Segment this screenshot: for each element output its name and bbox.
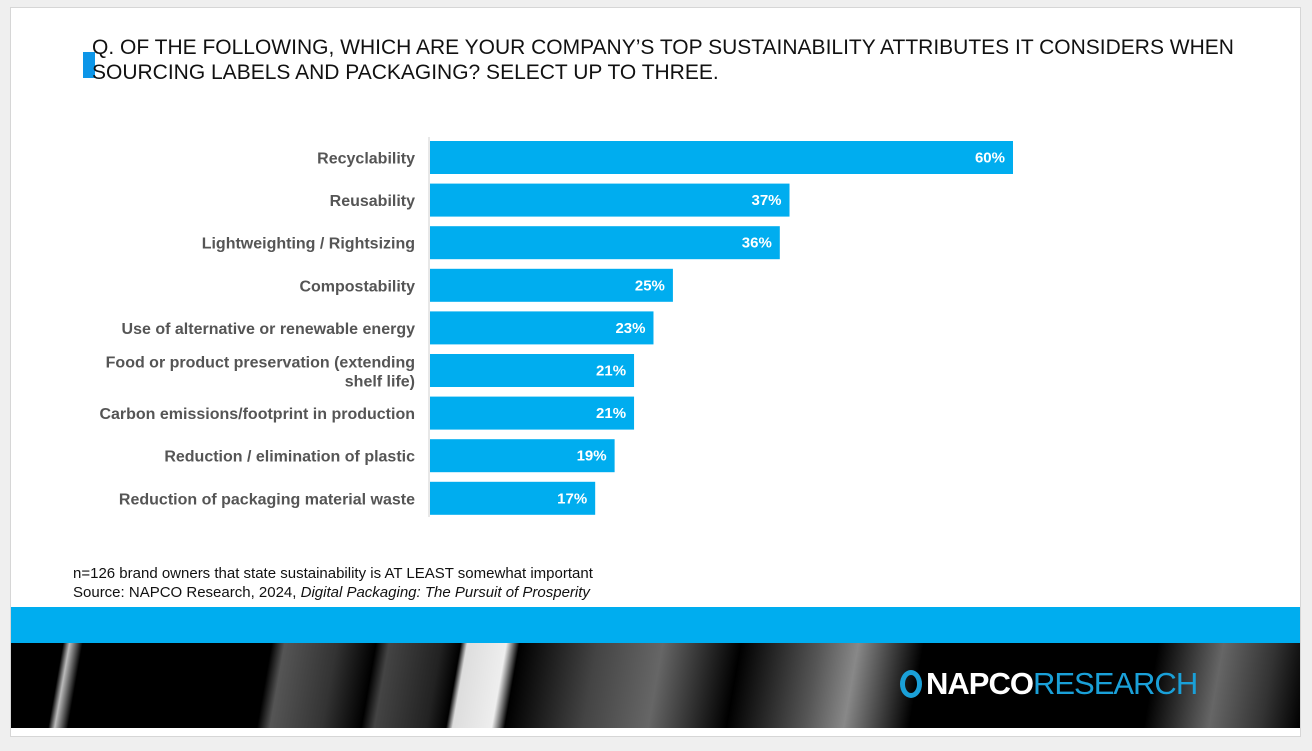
data-label: 19% xyxy=(577,448,607,465)
category-label: Compostability xyxy=(299,278,415,295)
source-title: Digital Packaging: The Pursuit of Prospe… xyxy=(300,584,590,601)
category-label: Lightweighting / Rightsizing xyxy=(202,236,415,253)
bar xyxy=(430,183,790,217)
category-label: Reduction of packaging material waste xyxy=(119,491,415,508)
logo-napco: NAPCO xyxy=(926,666,1034,701)
data-label: 60% xyxy=(975,150,1005,167)
bar xyxy=(430,311,654,345)
category-label: Use of alternative or renewable energy xyxy=(122,321,416,338)
data-label: 37% xyxy=(751,192,781,209)
bar-chart: 60% Recyclability 37% Reusability 36% Lightwe… xyxy=(99,137,1013,517)
napco-logo: NAPCO RESEARCH xyxy=(900,666,1198,702)
logo-research: RESEARCH xyxy=(1032,666,1198,701)
category-label: Carbon emissions/footprint in production xyxy=(99,406,415,423)
category-label: Recyclability xyxy=(317,151,415,168)
bar xyxy=(430,439,615,473)
data-label: 23% xyxy=(615,320,645,337)
bar xyxy=(430,226,780,260)
bar xyxy=(430,141,1013,174)
sample-note: n=126 brand owners that state sustainabi… xyxy=(73,565,593,582)
bar xyxy=(430,268,673,302)
bar xyxy=(430,481,596,515)
logo-ring-icon xyxy=(900,670,922,698)
data-label: 36% xyxy=(742,235,772,252)
source-prefix: Source: NAPCO Research, 2024, xyxy=(73,584,301,601)
data-label: 17% xyxy=(557,490,587,507)
footnote: n=126 brand owners that state sustainabi… xyxy=(73,564,593,602)
category-label: Reduction / elimination of plastic xyxy=(164,449,415,466)
footer-image xyxy=(11,643,1300,728)
bar xyxy=(430,396,635,430)
bar xyxy=(430,354,635,387)
source-note: Source: NAPCO Research, 2024, Digital Pa… xyxy=(73,583,593,602)
data-label: 21% xyxy=(596,405,626,422)
category-label: Reusability xyxy=(330,193,415,210)
footer-band xyxy=(11,607,1300,643)
data-label: 21% xyxy=(596,363,626,380)
data-label: 25% xyxy=(635,277,665,294)
title-marker xyxy=(83,52,95,78)
category-label: Food or product preservation (extending s… xyxy=(106,355,415,391)
chart-title: Q. OF THE FOLLOWING, WHICH ARE YOUR COMP… xyxy=(92,36,1234,84)
